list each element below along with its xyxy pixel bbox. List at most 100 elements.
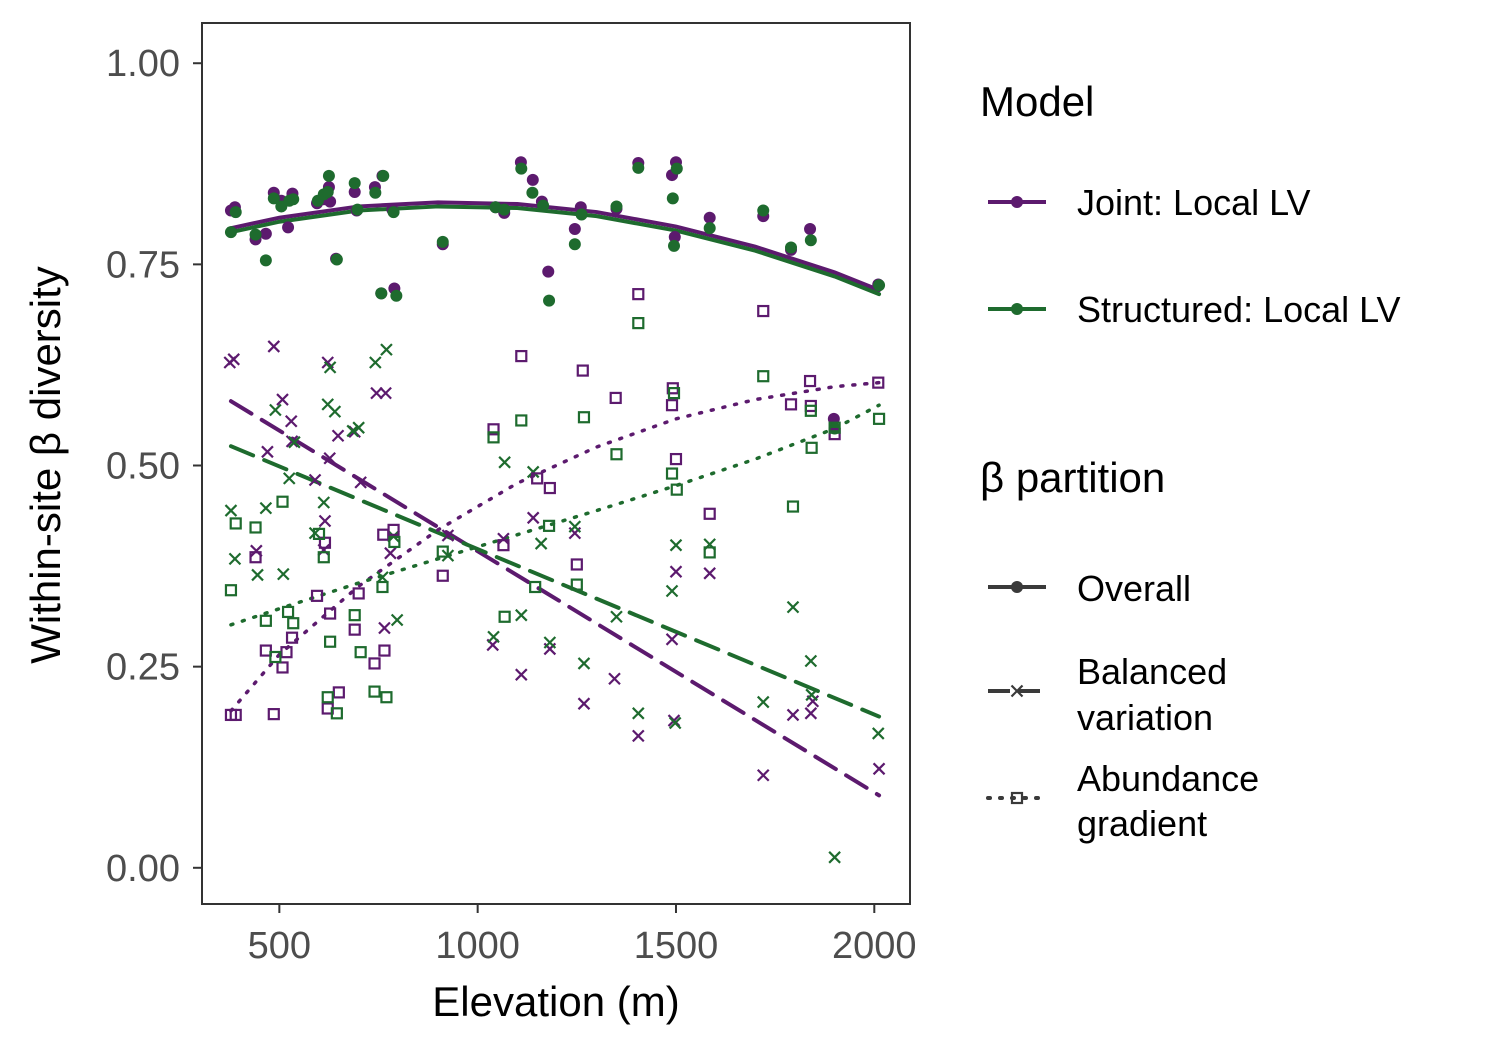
data-point [390, 613, 404, 627]
legend-key-marker [1011, 196, 1023, 208]
data-point [515, 162, 528, 175]
data-point [285, 435, 299, 448]
data-point [308, 473, 322, 487]
data-point [369, 356, 382, 369]
data-point [227, 353, 241, 366]
data-point [370, 386, 383, 400]
legend-item-abundance-gradient: Abundance gradient [986, 758, 1259, 844]
data-point [276, 661, 289, 674]
legend-item-balanced-variation: Balanced variation [988, 651, 1227, 738]
data-point [703, 546, 716, 559]
legend-label-overall: Overall [1077, 568, 1191, 609]
data-point [249, 521, 262, 534]
data-point [515, 668, 528, 681]
data-point [804, 404, 817, 417]
data-point [317, 551, 330, 564]
data-point [828, 428, 841, 441]
data-point [348, 623, 361, 636]
data-point [267, 192, 280, 205]
x-tick-label: 1000 [435, 925, 520, 967]
data-point [378, 621, 391, 635]
data-point [542, 265, 555, 278]
data-point [665, 467, 679, 480]
data-point [497, 532, 510, 546]
data-point [267, 340, 281, 353]
data-point [487, 630, 500, 644]
data-point [354, 646, 367, 659]
data-point [703, 507, 716, 520]
data-point [632, 729, 645, 743]
data-point [259, 501, 273, 515]
legend-key-marker [1010, 791, 1024, 805]
data-point [786, 600, 800, 614]
data-point [498, 203, 511, 216]
data-point [276, 495, 289, 508]
data-point [610, 610, 623, 624]
data-point [330, 253, 343, 266]
data-point [526, 511, 540, 525]
data-point [436, 545, 449, 558]
data-point [757, 204, 770, 217]
data-point [784, 398, 798, 411]
y-tick-label: 0.75 [106, 244, 180, 286]
data-point [376, 580, 389, 594]
data-point [487, 423, 500, 436]
data-points [223, 156, 886, 864]
data-point [378, 644, 391, 657]
data-point [529, 580, 542, 594]
data-point [543, 481, 556, 495]
data-point [666, 192, 679, 205]
data-point [323, 361, 337, 374]
data-point [568, 238, 581, 251]
data-point [267, 708, 280, 721]
x-tick-label: 1500 [634, 925, 719, 967]
data-point [261, 445, 274, 459]
data-point [352, 421, 365, 434]
x-tick-label: 500 [248, 925, 311, 967]
data-point [224, 584, 238, 597]
data-point [665, 633, 679, 646]
data-point [665, 584, 679, 598]
data-point [228, 552, 242, 566]
data-point [310, 589, 324, 602]
data-point [379, 386, 392, 400]
data-point [348, 185, 361, 198]
data-point [259, 227, 272, 240]
data-point [332, 686, 345, 699]
data-point [229, 708, 242, 722]
data-point [348, 609, 361, 622]
series-structured-overall [224, 161, 886, 435]
x-axis-title: Elevation (m) [432, 978, 679, 1025]
data-point [757, 304, 770, 318]
data-point [368, 685, 381, 698]
legend: Model Joint: Local LV Structured: Local … [980, 78, 1401, 844]
x-tick-label: 2000 [832, 925, 917, 967]
data-point [577, 411, 591, 424]
data-point [282, 472, 296, 485]
y-tick-label: 0.25 [106, 647, 180, 689]
series-structured-abundance-gradient [224, 317, 886, 720]
data-point [390, 289, 403, 302]
data-point [380, 343, 393, 356]
data-point [229, 206, 242, 219]
x-axis: 500 1000 1500 2000 [248, 904, 917, 967]
data-point [872, 762, 886, 776]
data-point [669, 452, 683, 466]
data-point [632, 707, 645, 720]
data-point [632, 161, 645, 174]
data-point [570, 578, 583, 591]
data-point [703, 567, 716, 580]
fit-line-joint-overall [228, 200, 882, 293]
data-point [224, 504, 238, 517]
data-point [387, 523, 400, 536]
data-point [380, 691, 393, 704]
data-point [786, 708, 800, 722]
data-point [570, 558, 583, 571]
data-point [526, 465, 540, 479]
data-point [577, 697, 591, 710]
data-point [281, 605, 295, 619]
legend-label-abundance-line2: gradient [1077, 803, 1207, 844]
data-point [282, 221, 295, 234]
fit-line-joint-balanced-variation [228, 399, 882, 798]
